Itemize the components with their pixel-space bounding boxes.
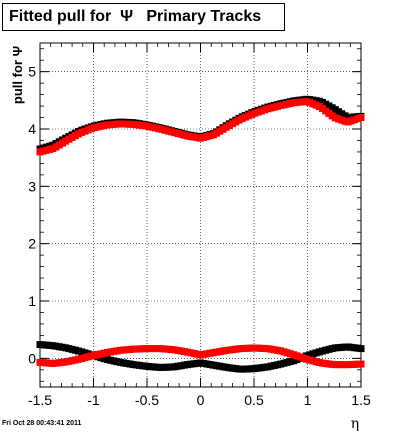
chart-title-box: Fitted pull for Ψ Primary Tracks [2, 3, 285, 31]
x-tick-label: -0.5 [135, 392, 159, 408]
x-axis-label: η [351, 416, 359, 432]
x-tick-label: 0 [197, 392, 205, 408]
y-tick-label: 5 [28, 64, 36, 80]
timestamp-footer: Fri Oct 28 00:43:41 2011 [2, 420, 82, 427]
y-tick-label: 3 [28, 178, 36, 194]
x-tick-label: 1.5 [351, 392, 371, 408]
y-tick-label: 4 [28, 121, 36, 137]
series-1-marker [357, 114, 365, 122]
x-tick-label: 0.5 [244, 392, 264, 408]
series-2-marker [357, 345, 365, 353]
x-tick-label: -1 [87, 392, 100, 408]
x-tick-label: 1 [304, 392, 312, 408]
x-tick-label: -1.5 [28, 392, 52, 408]
y-axis-label: pull for Ψ [10, 46, 25, 104]
y-tick-label: 1 [28, 293, 36, 309]
y-tick-label: 0 [28, 350, 36, 366]
y-tick-label: 2 [28, 236, 36, 252]
chart-title: Fitted pull for Ψ Primary Tracks [9, 8, 262, 25]
series-3-marker [357, 360, 365, 368]
